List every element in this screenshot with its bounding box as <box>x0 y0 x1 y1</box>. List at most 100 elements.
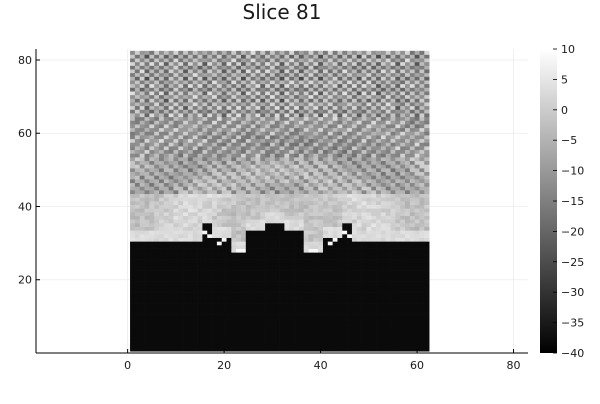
heatmap-cell <box>217 120 222 124</box>
heatmap-cell <box>342 124 347 128</box>
heatmap-cell <box>154 168 159 172</box>
heatmap-cell <box>164 113 169 117</box>
heatmap-cell <box>231 263 236 267</box>
heatmap-cell <box>371 62 376 66</box>
heatmap-cell <box>391 95 396 99</box>
heatmap-cell <box>255 113 260 117</box>
heatmap-cell <box>183 128 188 132</box>
heatmap-cell <box>381 230 386 234</box>
heatmap-cell <box>294 186 299 190</box>
heatmap-cell <box>275 183 280 187</box>
heatmap-cell <box>270 109 275 113</box>
heatmap-cell <box>400 201 405 205</box>
heatmap-cell <box>130 197 135 201</box>
heatmap-cell <box>371 164 376 168</box>
heatmap-cell <box>284 139 289 143</box>
heatmap-cell <box>236 201 241 205</box>
heatmap-cell <box>362 234 367 238</box>
heatmap-cell <box>299 153 304 157</box>
heatmap-cell <box>178 322 183 326</box>
heatmap-cell <box>347 271 352 275</box>
heatmap-cell <box>178 340 183 344</box>
heatmap-cell <box>366 348 371 352</box>
heatmap-cell <box>173 208 178 212</box>
heatmap-cell <box>410 91 415 95</box>
heatmap-cell <box>313 333 318 337</box>
heatmap-cell <box>265 153 270 157</box>
heatmap-cell <box>265 296 270 300</box>
heatmap-cell <box>275 315 280 319</box>
heatmap-cell <box>246 113 251 117</box>
heatmap-cell <box>328 69 333 73</box>
heatmap-cell <box>294 194 299 198</box>
heatmap-cell <box>241 241 246 245</box>
heatmap-cell <box>202 175 207 179</box>
heatmap-cell <box>159 333 164 337</box>
heatmap-cell <box>342 201 347 205</box>
heatmap-cell <box>231 109 236 113</box>
heatmap-cell <box>309 326 314 330</box>
heatmap-cell <box>280 161 285 165</box>
heatmap-cell <box>241 73 246 77</box>
heatmap-cell <box>275 139 280 143</box>
heatmap-cell <box>270 318 275 322</box>
heatmap-cell <box>391 238 396 242</box>
heatmap-cell <box>381 285 386 289</box>
heatmap-cell <box>362 337 367 341</box>
heatmap-cell <box>400 65 405 69</box>
heatmap-cell <box>130 139 135 143</box>
heatmap-cell <box>164 186 169 190</box>
heatmap-cell <box>193 186 198 190</box>
heatmap-cell <box>212 168 217 172</box>
heatmap-cell <box>337 263 342 267</box>
heatmap-cell <box>212 318 217 322</box>
heatmap-cell <box>169 267 174 271</box>
heatmap-cell <box>149 300 154 304</box>
heatmap-cell <box>318 168 323 172</box>
heatmap-cell <box>227 65 232 69</box>
heatmap-cell <box>145 212 150 216</box>
heatmap-cell <box>313 260 318 264</box>
heatmap-cell <box>309 293 314 297</box>
heatmap-cell <box>169 168 174 172</box>
heatmap-cell <box>405 172 410 176</box>
heatmap-cell <box>289 234 294 238</box>
heatmap-cell <box>255 179 260 183</box>
heatmap-cell <box>309 146 314 150</box>
heatmap-cell <box>410 300 415 304</box>
heatmap-cell <box>323 51 328 55</box>
heatmap-cell <box>362 102 367 106</box>
heatmap-cell <box>202 260 207 264</box>
heatmap-cell <box>255 102 260 106</box>
heatmap-cell <box>135 230 140 234</box>
heatmap-cell <box>289 98 294 102</box>
heatmap-cell <box>270 157 275 161</box>
heatmap-cell <box>304 216 309 220</box>
heatmap-cell <box>251 274 256 278</box>
heatmap-cell <box>236 212 241 216</box>
heatmap-cell <box>357 65 362 69</box>
heatmap-cell <box>347 95 352 99</box>
heatmap-cell <box>333 87 338 91</box>
heatmap-cell <box>342 76 347 80</box>
heatmap-cell <box>391 285 396 289</box>
heatmap-cell <box>169 197 174 201</box>
heatmap-cell <box>405 282 410 286</box>
heatmap-cell <box>159 135 164 139</box>
heatmap-cell <box>198 146 203 150</box>
heatmap-cell <box>202 190 207 194</box>
heatmap-cell <box>198 322 203 326</box>
heatmap-cell <box>255 69 260 73</box>
heatmap-cell <box>347 84 352 88</box>
heatmap-cell <box>227 267 232 271</box>
heatmap-cell <box>318 318 323 322</box>
heatmap-cell <box>135 80 140 84</box>
heatmap-cell <box>193 76 198 80</box>
heatmap-cell <box>236 65 241 69</box>
heatmap-cell <box>323 230 328 234</box>
heatmap-cell <box>357 58 362 62</box>
heatmap-cell <box>222 113 227 117</box>
heatmap-cell <box>395 234 400 238</box>
heatmap-cell <box>178 179 183 183</box>
heatmap-cell <box>212 216 217 220</box>
